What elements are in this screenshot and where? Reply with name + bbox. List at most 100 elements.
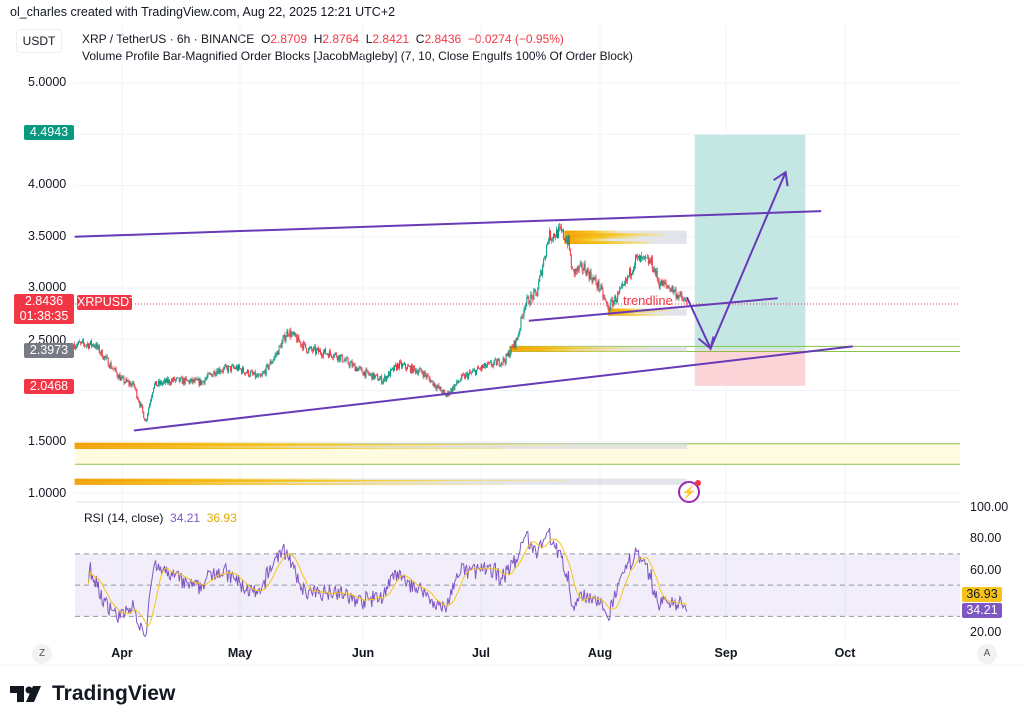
candle-body — [469, 371, 471, 374]
candle-body — [536, 292, 538, 297]
candle-body — [205, 378, 207, 380]
auto-scale-button[interactable]: A — [977, 644, 997, 664]
candle-body — [454, 385, 456, 390]
chart-legend: USDT XRP / TetherUS · 6h · BINANCE O2.87… — [16, 29, 636, 69]
candle-body — [154, 384, 156, 388]
candle-body — [338, 355, 340, 361]
candle-body — [253, 371, 255, 375]
candle-body — [326, 353, 328, 355]
volume-profile-bar — [74, 446, 289, 448]
candle-body — [366, 369, 368, 371]
candle-body — [565, 239, 567, 242]
tradingview-logo[interactable]: TradingView — [10, 682, 175, 706]
candle-body — [427, 375, 429, 377]
candle-body — [443, 390, 445, 392]
candle-body — [562, 229, 564, 239]
candle-body — [378, 380, 380, 381]
candle-body — [181, 377, 183, 384]
candle-body — [548, 241, 550, 243]
volume-profile-bar — [74, 444, 565, 446]
candle-body — [226, 365, 228, 368]
high-label: H — [313, 32, 323, 46]
candle-body — [654, 268, 656, 275]
volume-profile-bar — [509, 349, 572, 351]
candle-body — [323, 349, 325, 353]
candle-body — [133, 381, 135, 386]
candle-body — [606, 301, 608, 305]
candle-body — [112, 368, 114, 370]
entry-price-tag: 2.3973 — [24, 343, 74, 358]
candle-body — [250, 371, 252, 373]
candle-body — [375, 374, 377, 376]
candle-body — [404, 363, 406, 368]
candle-body — [624, 283, 626, 285]
candle-body — [252, 373, 254, 375]
candle-body — [363, 371, 365, 376]
candle-body — [527, 296, 529, 298]
candle-body — [105, 356, 107, 358]
rsi-legend[interactable]: RSI (14, close) 34.21 36.93 — [84, 511, 237, 525]
candle-body — [225, 365, 227, 367]
candle-body — [74, 344, 76, 349]
candle-body — [294, 333, 296, 335]
candle-body — [265, 365, 267, 375]
trendline-annotation[interactable]: trendline — [623, 293, 673, 308]
candle-body — [547, 242, 549, 245]
candle-body — [491, 365, 493, 367]
candle-body — [245, 372, 247, 374]
candle-body — [526, 297, 528, 304]
candle-body — [358, 367, 360, 369]
candle-body — [460, 379, 462, 382]
candle-body — [255, 374, 257, 378]
candle-body — [281, 341, 283, 348]
candle-body — [510, 346, 512, 354]
candle-body — [557, 227, 559, 238]
rsi-value: 34.21 — [170, 511, 201, 525]
candle-body — [599, 289, 601, 291]
candle-body — [223, 367, 225, 372]
candle-body — [587, 268, 589, 273]
candle-body — [402, 364, 404, 366]
indicator-legend[interactable]: Volume Profile Bar-Magnified Order Block… — [82, 49, 633, 63]
candle-body — [380, 376, 382, 379]
candle-body — [76, 345, 78, 347]
candle-body — [635, 255, 637, 257]
candle-body — [503, 358, 505, 361]
candle-body — [550, 230, 552, 241]
symbol-legend[interactable]: XRP / TetherUS · 6h · BINANCE O2.8709 H2… — [82, 32, 564, 46]
candle-body — [310, 346, 312, 349]
candle-body — [537, 289, 539, 297]
candle-body — [191, 378, 193, 383]
candle-body — [459, 381, 461, 383]
candle-body — [348, 363, 350, 367]
zoom-reset-button[interactable]: Z — [32, 644, 52, 664]
candle-body — [330, 354, 332, 357]
candle-body — [240, 369, 242, 374]
candle-body — [468, 373, 470, 379]
candle-body — [385, 375, 387, 381]
candle-body — [140, 403, 142, 407]
close-value: 2.8436 — [424, 32, 462, 46]
candle-body — [148, 408, 150, 414]
candle-body — [343, 360, 345, 363]
candle-body — [227, 367, 229, 372]
channel-bottom-line — [133, 345, 853, 432]
volume-profile-bar — [509, 348, 616, 350]
volume-profile-bar — [564, 235, 638, 239]
volume-profile-bar — [509, 350, 634, 352]
rsi-axis-label: 100.00 — [970, 500, 1009, 514]
candle-body — [488, 362, 490, 364]
close-label: C — [415, 32, 425, 46]
candle-body — [505, 353, 507, 364]
candle-body — [633, 268, 635, 273]
tradingview-logo-icon — [10, 686, 41, 702]
candle-body — [172, 377, 174, 381]
time-axis-label: Jun — [351, 646, 375, 660]
candle-body — [457, 380, 459, 383]
currency-button[interactable]: USDT — [16, 29, 62, 53]
candle-body — [419, 368, 421, 370]
candle-body — [628, 275, 630, 277]
lightning-alert-icon[interactable]: ⚡ — [678, 480, 701, 503]
candle-body — [210, 373, 212, 375]
